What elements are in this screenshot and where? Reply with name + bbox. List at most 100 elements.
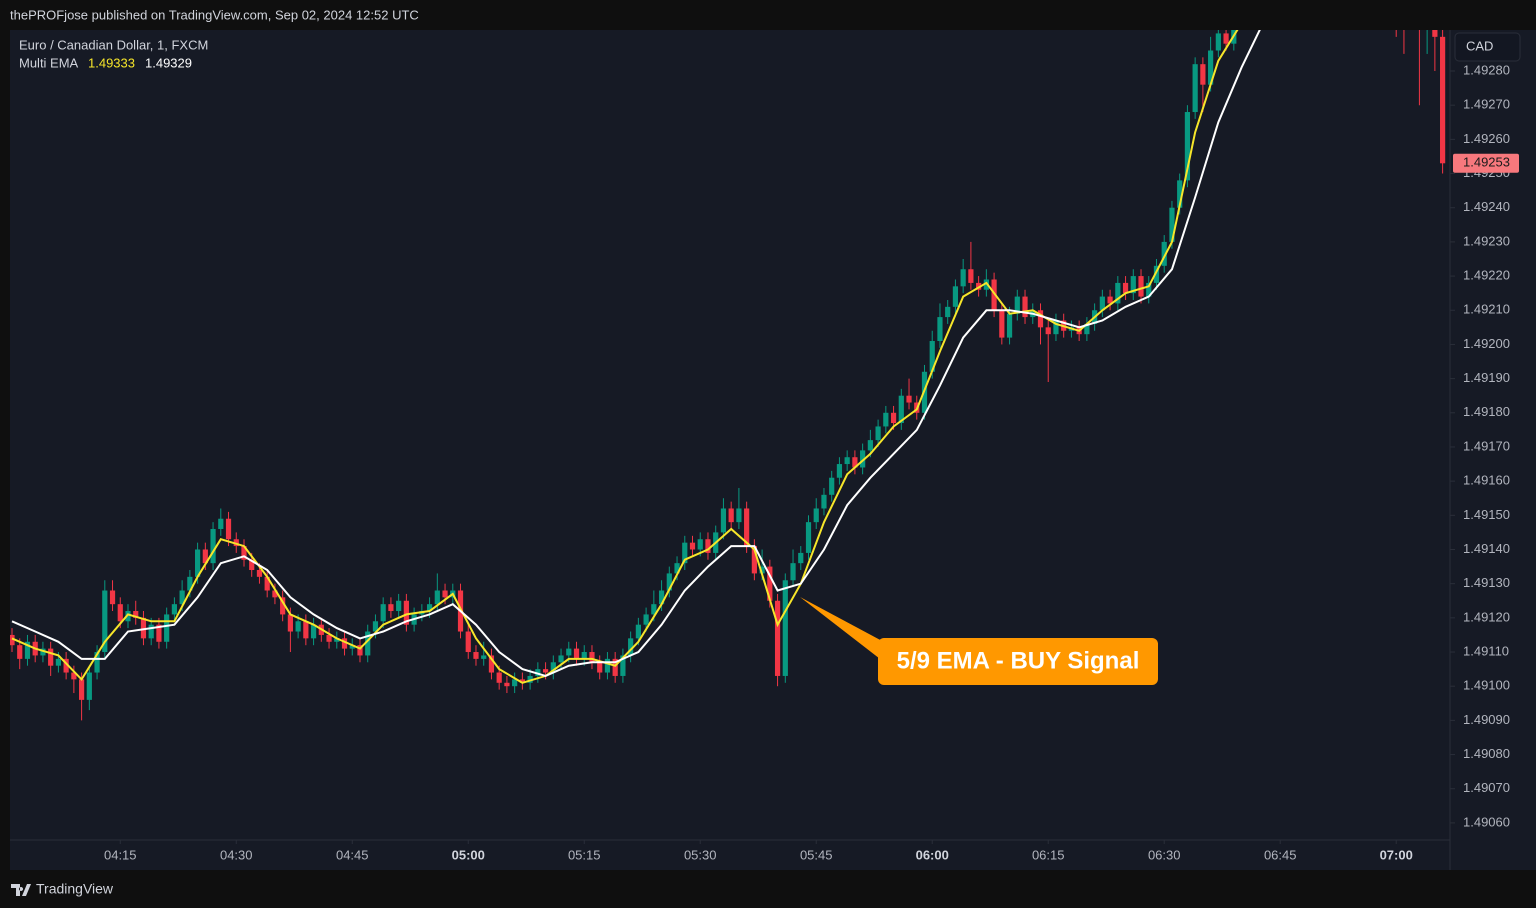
candle-body xyxy=(218,518,224,529)
candle-body xyxy=(790,563,796,581)
candle-body xyxy=(94,652,100,673)
y-tick-label: 1.49100 xyxy=(1463,678,1510,693)
x-tick-label: 06:45 xyxy=(1264,847,1297,862)
y-tick-label: 1.49080 xyxy=(1463,746,1510,761)
candle-body xyxy=(287,614,293,632)
candle-body xyxy=(751,546,757,574)
candle-body xyxy=(1153,265,1160,283)
candle-body xyxy=(225,518,232,540)
candle-body xyxy=(465,631,471,653)
candle-body xyxy=(488,655,495,673)
candle-body xyxy=(1053,320,1059,335)
candle-body xyxy=(883,412,889,427)
plot xyxy=(10,30,1446,721)
x-tick-label: 05:30 xyxy=(684,847,717,862)
candle-body xyxy=(117,604,123,622)
candle-body xyxy=(78,679,85,700)
candle-body xyxy=(867,440,873,451)
candle-body xyxy=(666,573,672,591)
candle-body xyxy=(674,563,680,574)
candle-body xyxy=(380,604,386,622)
candle-body xyxy=(140,617,147,639)
candle-body xyxy=(233,539,239,547)
candle-body xyxy=(512,679,518,687)
x-tick-label: 06:00 xyxy=(916,847,949,862)
candle-body xyxy=(202,549,208,564)
candle-body xyxy=(10,634,15,646)
candle-body xyxy=(388,604,394,612)
y-tick-label: 1.49280 xyxy=(1463,62,1510,77)
candle-body xyxy=(527,675,533,683)
candle-body xyxy=(705,539,711,553)
candle-body xyxy=(1169,207,1175,242)
candle-body xyxy=(589,652,595,663)
candle-body xyxy=(628,638,634,656)
candle-body xyxy=(280,597,286,615)
x-tick-label: 05:00 xyxy=(452,847,485,862)
candle-body xyxy=(952,286,959,307)
candle-body xyxy=(1084,323,1090,335)
time-axis xyxy=(10,840,1450,870)
candle-body xyxy=(249,559,255,570)
x-tick-label: 05:45 xyxy=(800,847,833,862)
y-tick-label: 1.49240 xyxy=(1463,199,1510,214)
candle-body xyxy=(658,590,665,605)
x-tick-label: 07:00 xyxy=(1380,847,1413,862)
candle-body xyxy=(334,638,340,642)
candle-body xyxy=(597,662,603,673)
candle-body xyxy=(566,648,572,656)
candle-body xyxy=(1138,276,1144,297)
candle-body xyxy=(643,614,649,625)
y-tick-label: 1.49260 xyxy=(1463,131,1510,146)
button-bg[interactable] xyxy=(1454,32,1521,62)
ema-line xyxy=(11,30,1239,684)
candle-body xyxy=(736,508,742,523)
currency-button[interactable]: CAD xyxy=(1454,32,1521,62)
x-tick-label: 04:15 xyxy=(104,847,137,862)
last-price-label: 1.49253 xyxy=(1453,153,1519,173)
candle-body xyxy=(906,395,912,403)
candle-body xyxy=(991,279,997,311)
candle-body xyxy=(264,576,270,591)
y-tick-label: 1.49210 xyxy=(1463,302,1510,317)
candle-body xyxy=(1208,50,1214,85)
candle-body xyxy=(999,310,1005,338)
candle-body xyxy=(852,457,858,468)
button-label[interactable]: CAD xyxy=(1466,38,1493,53)
x-tick-label: 05:15 xyxy=(568,847,601,862)
candle-body xyxy=(976,282,982,290)
candle-body xyxy=(1014,296,1020,314)
candle-body xyxy=(303,621,309,639)
candle-body xyxy=(829,477,835,495)
candle-body xyxy=(821,494,827,509)
candle-body xyxy=(86,672,92,700)
candle-body xyxy=(635,624,641,639)
candle-body xyxy=(1192,64,1198,113)
candle-body xyxy=(156,624,162,642)
candle-body xyxy=(844,457,850,465)
candle-body xyxy=(945,306,951,318)
candle-body xyxy=(535,669,541,676)
candle-body xyxy=(1122,282,1129,294)
candle-body xyxy=(109,590,116,605)
brand: TradingView xyxy=(11,881,114,897)
candle-body xyxy=(241,546,247,560)
candle-body xyxy=(310,624,317,639)
x-tick-label: 06:15 xyxy=(1032,847,1065,862)
candle-body xyxy=(357,645,363,656)
candle-body xyxy=(1177,180,1183,208)
candle-body xyxy=(55,658,61,666)
candle-body xyxy=(813,508,819,523)
candle-body xyxy=(71,672,77,680)
candle-body xyxy=(24,641,31,659)
candle-body xyxy=(697,539,703,550)
candle-body xyxy=(1107,296,1113,304)
y-tick-label: 1.49140 xyxy=(1463,541,1510,556)
x-tick-label: 06:30 xyxy=(1148,847,1181,862)
last-price-text: 1.49253 xyxy=(1463,155,1510,170)
candle-body xyxy=(929,341,935,372)
candle-body xyxy=(836,464,843,478)
candle-body xyxy=(272,590,278,598)
candle-body xyxy=(40,648,46,656)
